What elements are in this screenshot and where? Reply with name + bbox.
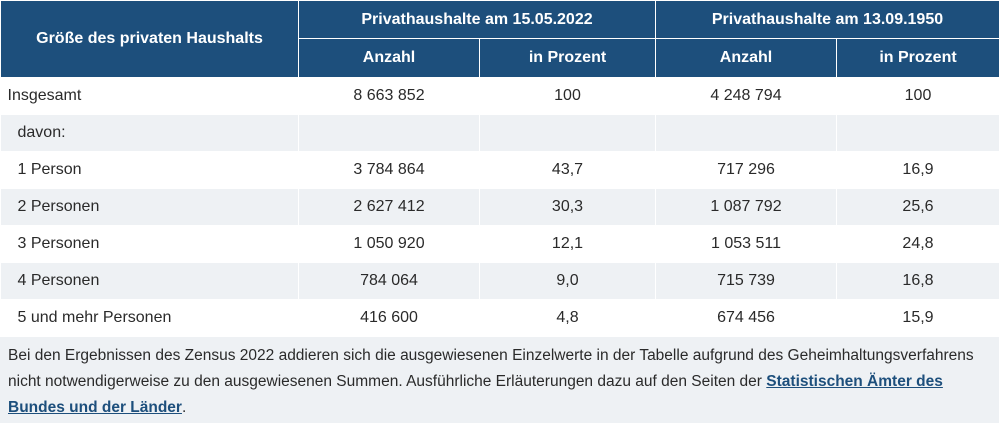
household-size-table: Größe des privaten Haushalts Privathaush… [0,0,999,337]
cell-count-1950: 1 087 792 [655,188,837,226]
footnote-text-end: . [181,399,187,416]
subheader-percent-1950: in Prozent [836,38,999,78]
group-header-2022: Privathaushalte am 15.05.2022 [298,0,656,39]
cell-count-2022: 2 627 412 [298,188,480,226]
cell-percent-1950: 16,9 [836,151,999,189]
table-row: 4 Personen 784 064 9,0 715 739 16,8 [0,262,999,300]
cell-percent-1950 [836,114,999,152]
footnote-text: Bei den Ergebnissen des Zensus 2022 addi… [8,347,974,390]
subheader-count-1950: Anzahl [655,38,837,78]
group-header-1950: Privathaushalte am 13.09.1950 [655,0,999,39]
cell-count-2022: 3 784 864 [298,151,480,189]
cell-count-1950 [655,114,837,152]
row-label: 3 Personen [0,225,299,263]
cell-percent-2022: 12,1 [479,225,656,263]
cell-count-2022: 416 600 [298,299,480,337]
row-label: Insgesamt [0,77,299,115]
cell-count-2022: 8 663 852 [298,77,480,115]
cell-count-1950: 1 053 511 [655,225,837,263]
cell-count-2022 [298,114,480,152]
cell-count-1950: 4 248 794 [655,77,837,115]
cell-percent-1950: 16,8 [836,262,999,300]
cell-percent-1950: 100 [836,77,999,115]
cell-percent-2022: 100 [479,77,656,115]
cell-percent-1950: 15,9 [836,299,999,337]
table-row: Insgesamt 8 663 852 100 4 248 794 100 [0,77,999,115]
cell-percent-2022: 9,0 [479,262,656,300]
cell-count-2022: 1 050 920 [298,225,480,263]
cell-percent-2022: 43,7 [479,151,656,189]
table-row: 3 Personen 1 050 920 12,1 1 053 511 24,8 [0,225,999,263]
cell-count-1950: 715 739 [655,262,837,300]
cell-count-1950: 717 296 [655,151,837,189]
table-row: 1 Person 3 784 864 43,7 717 296 16,9 [0,151,999,189]
table-row: 2 Personen 2 627 412 30,3 1 087 792 25,6 [0,188,999,226]
cell-percent-2022 [479,114,656,152]
row-header-household-size: Größe des privaten Haushalts [0,0,299,78]
cell-percent-1950: 25,6 [836,188,999,226]
row-label: 1 Person [0,151,299,189]
row-label: 2 Personen [0,188,299,226]
cell-percent-2022: 30,3 [479,188,656,226]
cell-percent-2022: 4,8 [479,299,656,337]
table-row: davon: [0,114,999,152]
row-label: 5 und mehr Personen [0,299,299,337]
cell-percent-1950: 24,8 [836,225,999,263]
statistical-offices-link[interactable]: Statistischen Ämter des Bundes und der L… [8,373,943,416]
subheader-percent-2022: in Prozent [479,38,656,78]
table-row: 5 und mehr Personen 416 600 4,8 674 456 … [0,299,999,337]
cell-count-2022: 784 064 [298,262,480,300]
row-label: 4 Personen [0,262,299,300]
cell-count-1950: 674 456 [655,299,837,337]
row-label: davon: [0,114,299,152]
table-footnote: Bei den Ergebnissen des Zensus 2022 addi… [0,337,999,423]
subheader-count-2022: Anzahl [298,38,480,78]
